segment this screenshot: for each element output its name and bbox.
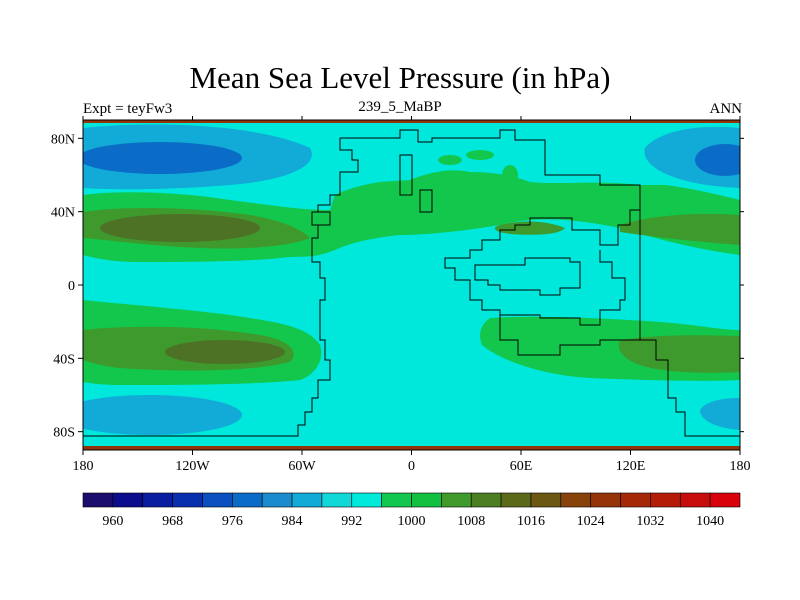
colorbar-swatch [202, 492, 233, 508]
y-tick-label: 40N [51, 206, 75, 221]
colorbar-swatch [112, 492, 144, 508]
colorbar-swatch [351, 492, 382, 508]
season-label: ANN [709, 101, 743, 117]
pangaea-north-coast [340, 129, 641, 326]
x-tick-label: 0 [408, 459, 415, 474]
x-tick-label: 60W [288, 459, 316, 474]
northern-peninsula [399, 154, 413, 196]
pangaea-east-coast [639, 210, 740, 437]
x-tick-label: 60E [510, 459, 533, 474]
y-tick-label: 80S [53, 426, 75, 441]
y-axis: 80N 40N 0 40S 80S [51, 132, 744, 441]
colorbar-swatch [232, 492, 263, 508]
colorbar-swatch [620, 492, 651, 508]
colorbar-label: 1016 [517, 514, 545, 529]
bottom-edge-strip [83, 446, 740, 450]
colorbar-swatch [82, 492, 114, 508]
colorbar-swatch [381, 492, 412, 508]
colorbar-swatch [142, 492, 173, 508]
colorbar-swatch [470, 492, 502, 508]
north-polar-low-east-core [695, 144, 740, 176]
map-plot-area [83, 120, 740, 450]
colorbar-swatch [411, 492, 442, 508]
colorbar-label: 1024 [577, 514, 605, 529]
x-axis: 180 120W 60W 0 60E 120E 180 [73, 116, 751, 474]
colorbar-label: 1000 [398, 514, 426, 529]
south-pacific-high-core [165, 340, 285, 364]
pangaea-south-coast [499, 315, 640, 356]
north-polar-low-west-core [83, 142, 242, 174]
colorbar-swatch [650, 492, 681, 508]
colorbar-swatch [500, 492, 532, 508]
top-edge-strip [83, 120, 740, 123]
colorbar-swatch [590, 492, 621, 508]
north-pacific-high-core [100, 214, 260, 242]
experiment-label: Expt = teyFw3 [83, 101, 173, 117]
chart-title: Mean Sea Level Pressure (in hPa) [189, 60, 611, 95]
scattered-cells [438, 150, 531, 205]
south-indian-high [618, 335, 740, 373]
colorbar-label: 960 [102, 514, 123, 529]
period-label: 239_5_MaBP [358, 99, 442, 115]
x-tick-label: 180 [73, 459, 94, 474]
north-africa-high [494, 221, 565, 235]
colorbar-label: 1040 [696, 514, 724, 529]
south-polar-low-west [83, 395, 242, 435]
y-tick-label: 40S [53, 352, 75, 367]
colorbar-label: 992 [341, 514, 362, 529]
colorbar-label: 976 [222, 514, 243, 529]
colorbar-swatch [530, 492, 562, 508]
island-outline [419, 189, 433, 213]
y-tick-label: 0 [68, 279, 75, 294]
colorbar-swatch [679, 492, 711, 508]
colorbar-swatch [321, 492, 353, 508]
inner-sea-outline [474, 257, 581, 296]
colorbar-swatch [441, 492, 472, 508]
x-tick-label: 120E [616, 459, 646, 474]
y-tick-label: 80N [51, 132, 75, 147]
east-subtropical-high [620, 213, 740, 245]
x-tick-label: 180 [730, 459, 751, 474]
colorbar: 960 968 976 984 992 1000 1008 1016 1024 1032 1040 [82, 492, 741, 529]
pangaea-west-coast [83, 138, 359, 437]
western-inlet [318, 211, 331, 226]
colorbar-label: 1008 [457, 514, 485, 529]
colorbar-label: 968 [162, 514, 183, 529]
colorbar-swatch [560, 492, 591, 508]
colorbar-swatch [291, 492, 323, 508]
colorbar-swatch [172, 492, 203, 508]
colorbar-swatch [261, 492, 293, 508]
colorbar-label: 1032 [636, 514, 664, 529]
south-polar-low-east [700, 398, 740, 430]
x-tick-label: 120W [175, 459, 210, 474]
continent-outlines [83, 129, 740, 437]
colorbar-swatch [709, 492, 741, 508]
colorbar-label: 984 [282, 514, 303, 529]
